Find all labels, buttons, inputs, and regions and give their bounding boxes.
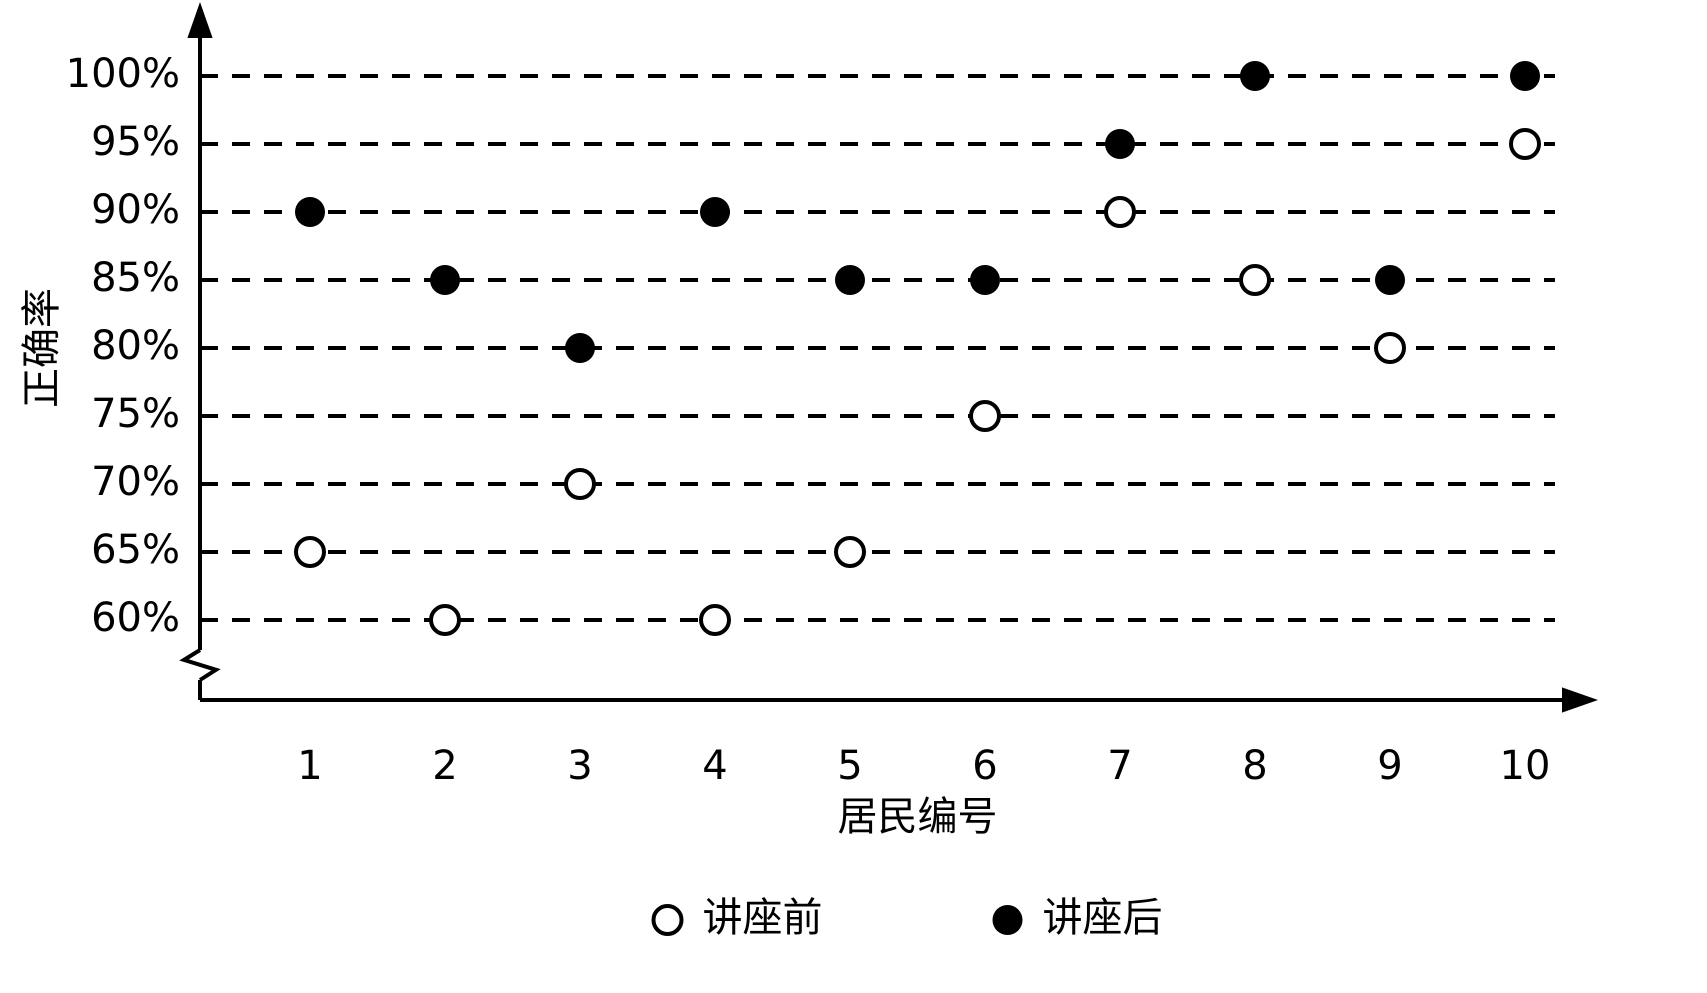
legend-marker: [993, 905, 1023, 935]
data-point: [565, 333, 595, 363]
data-point: [835, 265, 865, 295]
data-point: [1511, 130, 1539, 158]
y-tick-label: 70%: [91, 459, 180, 505]
data-point: [701, 606, 729, 634]
y-tick-label: 90%: [91, 187, 180, 233]
data-point: [1376, 334, 1404, 362]
legend-marker: [654, 906, 682, 934]
y-tick-label: 100%: [66, 51, 180, 97]
x-tick-label: 4: [702, 743, 727, 789]
data-point: [836, 538, 864, 566]
x-tick-label: 6: [972, 743, 997, 789]
accuracy-scatter-chart: 60% 65% 70% 75% 80% 85% 90% 95% 100% 1 2 3 4 5 6 7 8 9 10 居…: [0, 0, 1707, 993]
data-point: [1106, 198, 1134, 226]
data-point: [1241, 266, 1269, 294]
x-tick-label: 9: [1377, 743, 1402, 789]
y-tick-label: 95%: [91, 119, 180, 165]
data-point: [566, 470, 594, 498]
data-point: [431, 606, 459, 634]
x-tick-label: 7: [1107, 743, 1132, 789]
legend-label: 讲座前: [703, 885, 823, 943]
legend-label: 讲座后: [1043, 885, 1163, 943]
data-point: [296, 538, 324, 566]
x-tick-label: 8: [1242, 743, 1267, 789]
y-tick-label: 85%: [91, 255, 180, 301]
x-tick-label: 3: [567, 743, 592, 789]
data-point: [295, 197, 325, 227]
data-point: [1375, 265, 1405, 295]
data-point: [1510, 61, 1540, 91]
x-tick-label: 1: [297, 743, 322, 789]
data-point: [1240, 61, 1270, 91]
chart-background: [0, 0, 1707, 993]
y-tick-label: 65%: [91, 527, 180, 573]
data-point: [970, 265, 1000, 295]
y-tick-label: 75%: [91, 391, 180, 437]
y-tick-label: 80%: [91, 323, 180, 369]
x-tick-label: 5: [837, 743, 862, 789]
data-point: [971, 402, 999, 430]
x-axis-title: 居民编号: [838, 784, 998, 842]
x-tick-label: 2: [432, 743, 457, 789]
y-axis-title: 正确率: [9, 288, 67, 408]
data-point: [1105, 129, 1135, 159]
data-point: [430, 265, 460, 295]
x-tick-label: 10: [1500, 743, 1551, 789]
y-tick-label: 60%: [91, 595, 180, 641]
data-point: [700, 197, 730, 227]
